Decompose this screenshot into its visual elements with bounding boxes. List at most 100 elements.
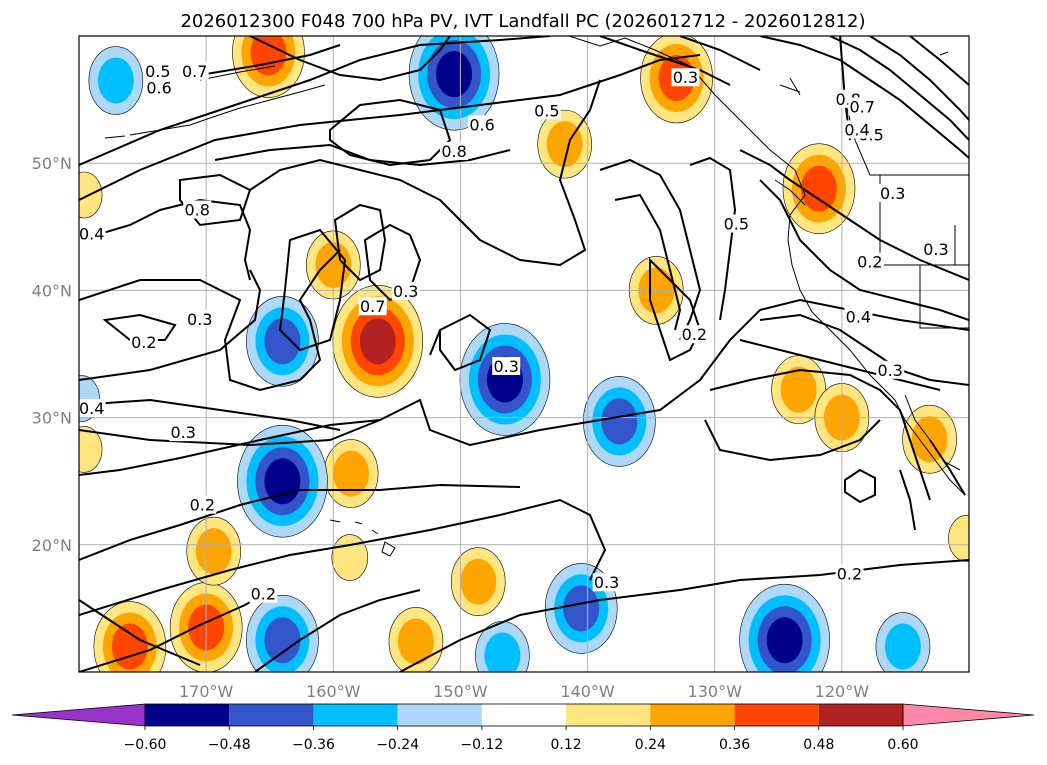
- contour-label-bg: [468, 115, 497, 134]
- contour-label: 0.2: [837, 564, 862, 583]
- colorbar-tick-label: −0.48: [208, 737, 251, 753]
- x-axis-ticks: 170°W 160°W 150°W 140°W 130°W 120°W: [179, 682, 869, 701]
- contour-label-bg: [982, 447, 1010, 465]
- contour-label-bg: [185, 309, 214, 328]
- pv-anomaly-positive: [79, 171, 103, 219]
- colorbar-tick-label: 0.48: [803, 737, 834, 753]
- colorbar-box: [566, 704, 651, 726]
- contour-label: 0.5: [145, 62, 170, 81]
- pv-shade-ring: [766, 617, 803, 664]
- chart-title: 2026012300 F048 700 hPa PV, IVT Landfall…: [180, 11, 865, 32]
- pv-anomaly-positive: [323, 439, 379, 508]
- contour-label: 0.2: [131, 333, 156, 352]
- pv-shade-ring: [195, 528, 232, 575]
- contour-label: 0.3: [493, 357, 518, 376]
- colorbar-box: [229, 704, 314, 726]
- contour-label-bg: [671, 68, 700, 87]
- contour-label-bg: [855, 252, 884, 271]
- pv-shade-ring: [331, 534, 369, 581]
- contour-label-bg: [440, 142, 469, 161]
- colorbar-tick-label: −0.60: [124, 737, 167, 753]
- pv-anomaly-negative: [875, 612, 931, 672]
- pv-anomaly-negative: [246, 594, 319, 672]
- contour-label: 0.2: [857, 253, 882, 272]
- y-tick-label: 20°N: [32, 536, 72, 555]
- map-frame: [78, 35, 970, 673]
- contour-label: 0.4: [79, 225, 104, 244]
- contour-label-bg: [79, 398, 106, 417]
- pv-shade-ring: [780, 366, 817, 413]
- colorbar-tick-label: −0.36: [292, 737, 335, 753]
- map-panel: 0.50.60.70.80.60.50.30.80.70.50.40.30.30…: [79, 36, 1010, 672]
- pv-anomaly-positive: [331, 534, 369, 581]
- contour-label-bg: [848, 97, 877, 116]
- pv-shade-ring: [264, 617, 301, 664]
- colorbar-frame: [144, 703, 904, 727]
- contour-label-bg: [79, 224, 106, 243]
- contour-label: 0.6: [146, 78, 171, 97]
- contour-label: 0.5: [534, 101, 559, 120]
- pv-anomaly-positive: [782, 143, 856, 234]
- colorbar-box: [650, 704, 735, 726]
- pv-anomaly-positive: [79, 426, 103, 473]
- contour-label: 0.3: [393, 282, 418, 301]
- colorbar-extend-max: [902, 703, 1035, 727]
- pv-anomaly-positive: [186, 516, 242, 586]
- contour-label: 0.3: [877, 361, 902, 380]
- contour-label-bg: [532, 101, 561, 120]
- colorbar-box: [818, 704, 903, 726]
- pv-anomaly-positive: [948, 515, 969, 562]
- contour-label: 0.4: [79, 399, 104, 418]
- colorbar-tick-label: 0.60: [887, 737, 918, 753]
- contour-label-bg: [358, 297, 387, 316]
- colorbar-tick-label: −0.12: [460, 737, 503, 753]
- colorbar-extend-min: [11, 703, 146, 727]
- pv-anomaly-negative: [408, 36, 500, 131]
- contour-label: 0.4: [844, 120, 869, 139]
- pv-shade-ring: [601, 398, 638, 445]
- contour-label-bg: [921, 239, 950, 258]
- y-tick-label: 50°N: [32, 154, 72, 173]
- pv-shade-ring: [460, 558, 497, 605]
- contour-label-bg: [722, 214, 751, 233]
- pv-shade-ring: [79, 426, 103, 473]
- contour-label-bg: [249, 584, 278, 603]
- pv-anomaly-negative: [459, 323, 551, 436]
- pv-anomaly-positive: [388, 607, 444, 672]
- contour-label: 0.3: [187, 310, 212, 329]
- pv-shade-ring: [264, 318, 301, 365]
- x-tick-label: 150°W: [433, 682, 488, 701]
- colorbar-box: [145, 704, 230, 726]
- contour-label-bg: [391, 281, 420, 300]
- contour-label: 0.3: [673, 68, 698, 87]
- contour-label: 0.3: [171, 423, 196, 442]
- contour-label: 0.6: [469, 115, 494, 134]
- contour-label-bg: [592, 573, 621, 592]
- contour-label-bg: [183, 200, 212, 219]
- contour-label-bg: [843, 120, 872, 139]
- contour-label-bg: [188, 495, 217, 514]
- colorbar-box: [397, 704, 482, 726]
- pv-shade-ring: [484, 632, 521, 672]
- contour-label: 0.8: [441, 142, 466, 161]
- contour-label-bg: [844, 307, 873, 326]
- pv-shade-ring: [97, 57, 134, 104]
- pv-shade-ring: [359, 318, 396, 365]
- colorbar-tick-label: −0.24: [376, 737, 419, 753]
- pv-anomaly-negative: [88, 46, 144, 115]
- pv-anomaly-negative: [475, 621, 530, 672]
- pv-shade-ring: [111, 623, 148, 670]
- pv-shade-ring: [800, 165, 837, 212]
- contour-label-bg: [876, 360, 905, 379]
- pv-shade-ring: [333, 450, 370, 497]
- pv-shade-ring: [436, 51, 473, 98]
- colorbar-box: [313, 704, 398, 726]
- pv-anomaly-negative: [583, 376, 656, 467]
- contour-label: 0.3: [923, 240, 948, 259]
- contour-label: 0.2: [251, 585, 276, 604]
- colorbar-tick-label: 0.36: [719, 737, 750, 753]
- pv-anomaly-negative: [246, 295, 319, 387]
- x-tick-label: 130°W: [688, 682, 743, 701]
- contour-label: 0.4: [846, 307, 871, 326]
